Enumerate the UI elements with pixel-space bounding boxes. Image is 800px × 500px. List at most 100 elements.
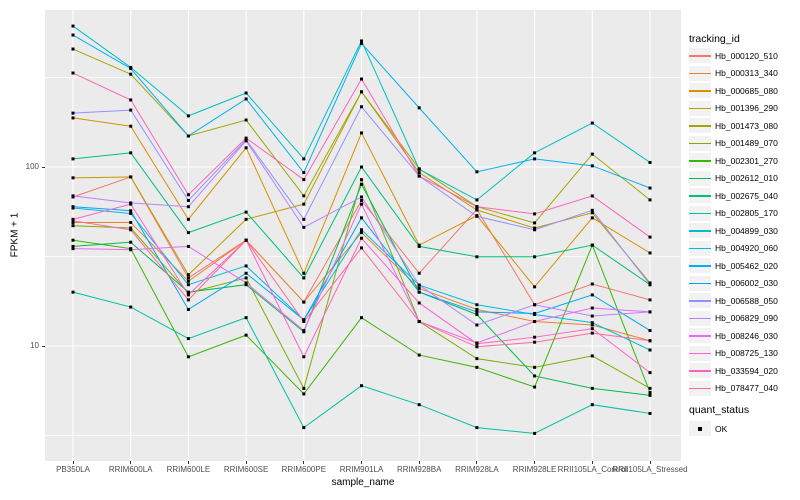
data-point [590,386,594,390]
data-point [360,90,363,94]
data-point [129,228,133,232]
line-swatch-icon [689,188,711,204]
plot-panel [45,10,681,461]
legend-title-quant-status: quant_status [689,404,750,416]
legend-item-label: Hb_002675_040 [715,190,778,201]
data-point [244,264,248,268]
legend-item-label: Hb_001473_080 [715,120,778,131]
data-point [533,226,537,230]
data-point [302,276,306,280]
legend-item-label: Hb_002301_270 [715,155,778,166]
data-point [475,312,479,316]
data-point [244,91,248,95]
line-swatch-icon [689,83,711,99]
data-point [71,24,75,28]
data-point [417,290,421,294]
data-point [129,151,133,155]
data-point [533,255,537,259]
data-point [590,121,594,125]
data-point [475,255,479,259]
data-point [533,157,537,161]
data-point [129,226,133,230]
legend-item-Hb_008246_030: Hb_008246_030 [689,327,778,345]
data-point [648,329,652,333]
data-point [590,293,594,297]
data-point [417,283,421,287]
data-point [71,220,75,224]
data-point [648,386,652,390]
data-point [648,160,652,164]
data-point [590,216,594,220]
legend-item-label: Hb_002612_010 [715,173,778,184]
legend-item-label: Hb_001396_290 [715,103,778,114]
data-point [533,303,537,307]
data-point [360,165,363,169]
data-point [244,217,248,221]
data-point [71,290,75,294]
legend-item-Hb_004920_060: Hb_004920_060 [689,240,778,258]
data-point [129,175,133,179]
data-point [590,211,594,215]
data-point [244,283,248,287]
data-point [71,247,75,251]
legend-item-label: Hb_008246_030 [715,330,778,341]
data-point [590,403,594,407]
data-point [590,243,594,247]
data-point [590,331,594,335]
data-point [590,314,594,318]
data-point [475,342,479,346]
data-point [71,238,75,242]
data-point [533,374,537,378]
data-point [302,171,306,175]
x-tick-mark [361,461,362,464]
data-point [360,316,363,320]
data-point [360,39,363,43]
legend-item-label: Hb_004920_060 [715,243,778,254]
data-point [590,327,594,331]
data-point [302,271,306,275]
data-point [590,152,594,156]
data-point [186,205,190,209]
data-point [302,320,306,324]
data-point [417,403,421,407]
y-axis-title: FPKM + 1 [9,212,21,258]
x-tick-mark [649,461,651,464]
data-point [186,217,190,221]
data-point [533,212,537,216]
data-point [186,283,190,287]
data-point [648,348,652,352]
data-point [186,198,190,202]
line-swatch-icon [689,48,711,64]
data-point [186,273,190,277]
legend-item-Hb_002612_010: Hb_002612_010 [689,170,778,188]
y-tick-label: 10 [30,341,39,350]
legend-item-label: OK [715,423,728,434]
data-point [71,194,75,198]
data-point [648,298,652,302]
data-point [302,178,306,182]
legend-item-label: Hb_001489_070 [715,138,778,149]
legend-item-label: Hb_000685_080 [715,85,778,96]
data-point [302,225,306,229]
data-point [186,355,190,359]
data-point [590,323,594,327]
data-point [417,171,421,175]
data-point [475,208,479,212]
y-tick-mark [42,166,45,168]
data-point [475,345,479,349]
data-point [475,214,479,218]
data-point [417,167,421,171]
data-point [186,193,190,197]
data-point [475,426,479,430]
line-swatch-icon [689,363,711,379]
data-point [648,198,652,202]
data-point [302,386,306,390]
legend-item-ok: OK [689,420,727,437]
x-tick-mark [187,461,189,464]
data-point [417,106,421,110]
data-point [360,41,363,45]
data-point [475,323,479,327]
x-tick-mark [130,461,132,464]
ok-square-marker-icon [689,421,711,436]
legend-item-label: Hb_000313_340 [715,68,778,79]
